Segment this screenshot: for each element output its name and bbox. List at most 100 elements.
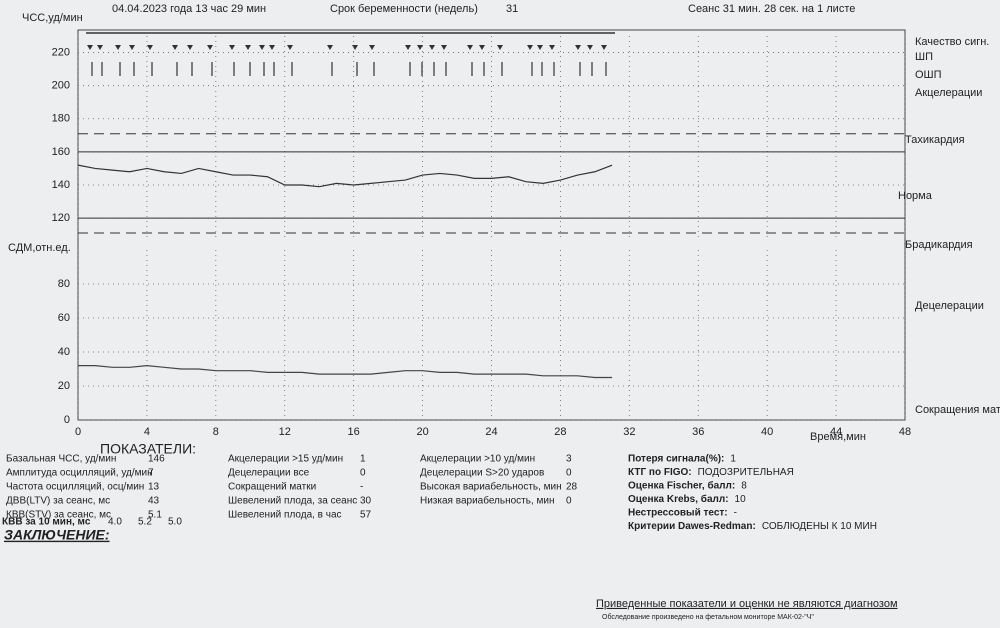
indicator-label: Децелерации все <box>228 468 310 479</box>
hr-axis-label: ЧСС,уд/мин <box>22 12 83 24</box>
session: Сеанс 31 мин. 28 сек. на 1 листе <box>688 3 855 15</box>
signal-marker <box>352 45 358 50</box>
indicator-value: 5.2 <box>138 517 152 528</box>
y-tick-label: 80 <box>58 278 70 290</box>
indicator-value: 28 <box>566 482 578 493</box>
indicator-value: 30 <box>360 496 372 507</box>
signal-marker <box>327 45 333 50</box>
indicator-value: 5.1 <box>148 510 162 521</box>
indicator-value: 4.0 <box>108 517 122 528</box>
y-tick-label: 60 <box>58 312 70 324</box>
indicator-label: Шевелений плода, за сеанс <box>228 496 357 507</box>
x-tick-label: 12 <box>279 426 291 438</box>
indicator-label: Децелерации S>20 ударов <box>420 468 544 479</box>
signal-marker <box>269 45 275 50</box>
legend-brady: Брадикардия <box>905 239 973 251</box>
legend-quality: Качество сигн. <box>915 36 989 48</box>
indicator-value: СОБЛЮДЕНЫ К 10 МИН <box>762 521 877 532</box>
indicator-value: 57 <box>360 510 372 521</box>
x-tick-label: 16 <box>348 426 360 438</box>
y-tick-label: 220 <box>52 46 70 58</box>
indicator-label: Сокращений матки <box>228 482 316 493</box>
x-tick-label: 44 <box>830 426 842 438</box>
signal-marker <box>147 45 153 50</box>
indicator-label: Шевелений плода, в час <box>228 510 342 521</box>
indicator-value: 10 <box>735 494 747 505</box>
signal-marker <box>87 45 93 50</box>
indicator-label: Частота осцилляций, осц/мин <box>6 482 144 493</box>
indicator-value: 0 <box>360 468 366 479</box>
indicator-label: Критерии Dawes-Redman: <box>628 521 756 532</box>
y-tick-label: 200 <box>52 80 70 92</box>
signal-marker <box>467 45 473 50</box>
indicator-value: - <box>734 508 737 519</box>
signal-marker <box>537 45 543 50</box>
signal-marker <box>207 45 213 50</box>
indicator-value: 0 <box>566 468 572 479</box>
x-tick-label: 8 <box>213 426 219 438</box>
indicator-label: Амплитуда осцилляций, уд/мин <box>6 468 153 479</box>
signal-marker <box>187 45 193 50</box>
indicator-label: Нестрессовый тест: <box>628 508 728 519</box>
y-tick-label: 0 <box>64 414 70 426</box>
signal-marker <box>601 45 607 50</box>
indicators-title: ПОКАЗАТЕЛИ: <box>100 441 196 457</box>
toco-axis-label: СДМ,отн.ед. <box>8 242 71 254</box>
x-tick-label: 24 <box>485 426 497 438</box>
signal-marker <box>259 45 265 50</box>
date: 04.04.2023 года 13 час 29 мин <box>112 3 266 15</box>
x-tick-label: 20 <box>416 426 428 438</box>
indicator-value: 13 <box>148 482 160 493</box>
signal-marker <box>287 45 293 50</box>
signal-marker <box>429 45 435 50</box>
indicator-label: ДВВ(LTV) за сеанс, мс <box>6 496 110 507</box>
signal-marker <box>417 45 423 50</box>
indicator-label: Высокая вариабельность, мин <box>420 481 562 493</box>
x-tick-label: 40 <box>761 426 773 438</box>
indicator-value: 1 <box>730 454 736 465</box>
disclaimer: Приведенные показатели и оценки не являю… <box>596 598 898 610</box>
indicator-value: 3 <box>566 454 572 465</box>
legend-norm: Норма <box>898 190 933 202</box>
indicator-value: 1 <box>360 454 366 465</box>
indicator-label: КТГ по FIGO: <box>628 467 692 478</box>
x-axis-label: Время,мин <box>810 431 866 443</box>
indicator-value: 43 <box>148 496 160 507</box>
x-tick-label: 4 <box>144 426 150 438</box>
signal-marker <box>129 45 135 50</box>
legend-contr: Сокращения матки <box>915 404 1000 416</box>
signal-marker <box>405 45 411 50</box>
indicator-value: 0 <box>566 496 572 507</box>
indicator-label: КВВ за 10 мин, мс <box>2 517 91 528</box>
signal-marker <box>229 45 235 50</box>
legend-decel: Децелерации <box>915 300 984 312</box>
signal-marker <box>527 45 533 50</box>
trace <box>77 164 613 188</box>
legend-shp: ШП <box>915 51 933 63</box>
indicator-label: КВВ(STV) за сеанс, мс <box>6 510 111 521</box>
indicator-label: Акцелерации >15 уд/мин <box>228 454 343 465</box>
legend-oshp: ОШП <box>915 69 942 81</box>
indicator-label: Акцелерации >10 уд/мин <box>420 454 535 465</box>
y-tick-label: 40 <box>58 346 70 358</box>
signal-marker <box>441 45 447 50</box>
signal-marker <box>587 45 593 50</box>
signal-marker <box>97 45 103 50</box>
signal-marker <box>172 45 178 50</box>
legend-accel: Акцелерации <box>915 87 982 99</box>
indicator-value: 146 <box>148 454 165 465</box>
indicator-label: Оценка Krebs, балл: <box>628 493 729 505</box>
device: Обследование произведено на фетальном мо… <box>602 613 814 621</box>
x-tick-label: 48 <box>899 426 911 438</box>
indicator-value: 8 <box>741 481 747 492</box>
signal-marker <box>369 45 375 50</box>
x-tick-label: 36 <box>692 426 704 438</box>
y-tick-label: 160 <box>52 146 70 158</box>
conclusion: ЗАКЛЮЧЕНИЕ: <box>4 527 110 543</box>
signal-marker <box>479 45 485 50</box>
y-tick-label: 140 <box>52 179 70 191</box>
indicator-label: Потеря сигнала(%): <box>628 454 724 465</box>
signal-marker <box>575 45 581 50</box>
